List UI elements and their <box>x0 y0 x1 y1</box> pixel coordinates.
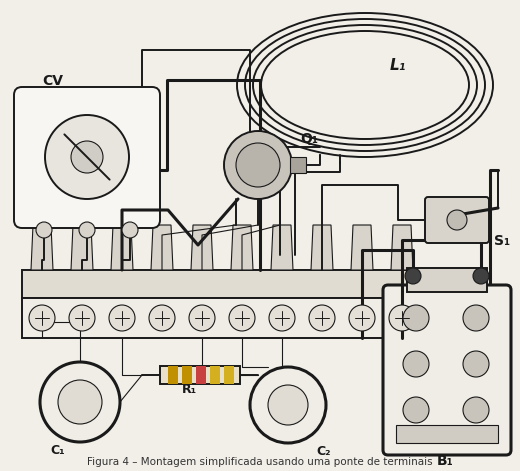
Polygon shape <box>31 225 53 270</box>
Circle shape <box>69 305 95 331</box>
Polygon shape <box>290 157 306 173</box>
FancyBboxPatch shape <box>425 197 489 243</box>
Circle shape <box>229 305 255 331</box>
Polygon shape <box>391 225 413 270</box>
Text: R₁: R₁ <box>182 383 197 396</box>
Circle shape <box>463 397 489 423</box>
Text: B₁: B₁ <box>437 454 454 468</box>
Circle shape <box>403 351 429 377</box>
Bar <box>396 425 498 443</box>
Circle shape <box>58 380 102 424</box>
Circle shape <box>236 143 280 187</box>
Text: L₁: L₁ <box>390 58 406 73</box>
Bar <box>168 366 178 384</box>
Circle shape <box>36 222 52 238</box>
Circle shape <box>463 305 489 331</box>
Circle shape <box>447 210 467 230</box>
Circle shape <box>269 305 295 331</box>
Circle shape <box>403 305 429 331</box>
Bar <box>407 268 487 292</box>
Circle shape <box>224 131 292 199</box>
Circle shape <box>109 305 135 331</box>
Polygon shape <box>151 225 173 270</box>
Polygon shape <box>351 225 373 270</box>
Bar <box>196 366 206 384</box>
Circle shape <box>250 367 326 443</box>
Text: Figura 4 – Montagem simplificada usando uma ponte de terminais: Figura 4 – Montagem simplificada usando … <box>87 457 433 467</box>
Circle shape <box>309 305 335 331</box>
Text: C₁: C₁ <box>50 444 64 457</box>
Circle shape <box>149 305 175 331</box>
Text: C₂: C₂ <box>316 445 331 458</box>
Circle shape <box>71 141 103 173</box>
Circle shape <box>473 268 489 284</box>
Polygon shape <box>311 225 333 270</box>
FancyBboxPatch shape <box>383 285 511 455</box>
Circle shape <box>389 305 415 331</box>
Bar <box>22 270 422 298</box>
Bar <box>22 298 422 338</box>
Circle shape <box>463 351 489 377</box>
Bar <box>210 366 220 384</box>
Circle shape <box>405 268 421 284</box>
Text: CV: CV <box>42 74 63 88</box>
Bar <box>224 366 234 384</box>
Ellipse shape <box>269 37 461 133</box>
Circle shape <box>349 305 375 331</box>
Polygon shape <box>231 225 253 270</box>
Polygon shape <box>111 225 133 270</box>
Polygon shape <box>271 225 293 270</box>
Text: S₁: S₁ <box>494 234 510 248</box>
Polygon shape <box>71 225 93 270</box>
Circle shape <box>122 222 138 238</box>
Circle shape <box>403 397 429 423</box>
Circle shape <box>45 115 129 199</box>
Circle shape <box>268 385 308 425</box>
Polygon shape <box>191 225 213 270</box>
Text: Q₁: Q₁ <box>300 132 318 146</box>
Circle shape <box>29 305 55 331</box>
Circle shape <box>189 305 215 331</box>
FancyBboxPatch shape <box>14 87 160 228</box>
Circle shape <box>79 222 95 238</box>
Circle shape <box>40 362 120 442</box>
Bar <box>182 366 192 384</box>
Bar <box>160 366 240 384</box>
